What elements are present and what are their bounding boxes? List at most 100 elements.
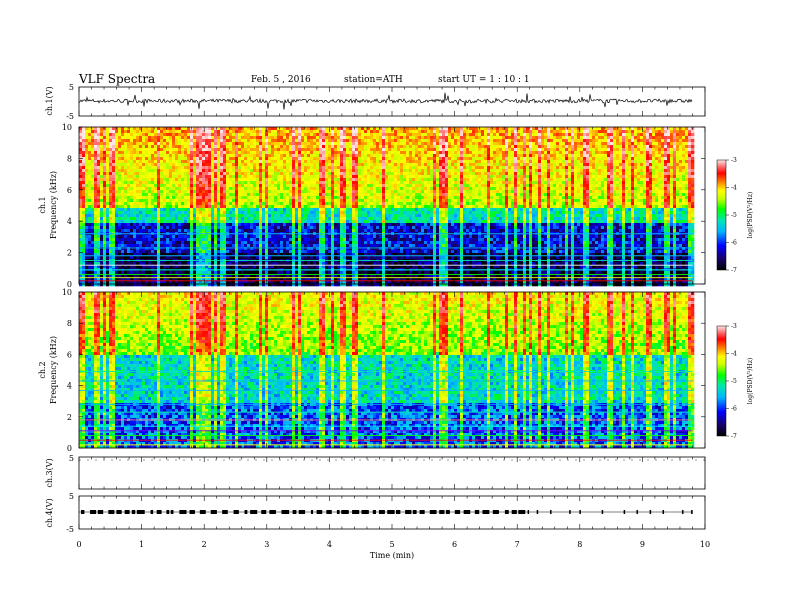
spec1-ytick-2: 4 [67,217,72,226]
ch4-pulse [439,510,445,514]
cb2-tick-1: -4 [731,351,737,358]
ch4-pulse [527,510,530,514]
cb1-tick-1: -4 [731,185,737,192]
ch3-waveform-frame [78,456,706,490]
cb1-tick-3: -6 [731,240,737,247]
ch1-colorbar-label: log(PSD(V²/Hz) [747,192,754,239]
ch4-pulse [492,510,499,514]
ch4-pulse [482,510,490,514]
ch4-pulse [518,510,526,514]
ch4-pulse [405,510,412,514]
ch4-waveform-panel: 5 -5 ch.4(V) [45,492,706,534]
ch4-pulse [150,510,154,514]
x-tick-label-7: 7 [515,540,520,549]
ch4-pulse [636,510,638,514]
header-station: station=ATH [344,75,403,85]
ch4-pulse [326,510,332,514]
ch4-pulse [429,510,437,514]
ch4-pulse [310,510,314,514]
ch4-pulse [395,510,401,514]
ch4-pulse [691,510,693,514]
ch4-pulse [261,510,267,514]
ch4-pulse [222,510,228,514]
x-tick-label-1: 1 [139,540,144,549]
ch4-pulse [579,510,581,514]
ch4-pulse [378,510,385,514]
spec2-ytick-5: 10 [62,288,72,297]
ch2-spectrogram-image [79,292,695,449]
ch3-waveform-panel: 5 ch.3(V) [45,454,706,490]
x-axis-tick-labels: 0 1 2 3 4 5 6 7 8 9 10 [76,540,710,549]
ch4-pulse [81,510,85,514]
ch4-ytick-bottom: -5 [66,525,74,534]
ch4-pulse [298,510,306,514]
ch4-pulse [361,510,369,514]
x-tick-label-5: 5 [389,540,394,549]
x-tick-label-6: 6 [452,540,457,549]
x-tick-label-3: 3 [264,540,269,549]
ch4-pulse [419,510,425,514]
ch4-pulse [233,510,239,514]
cb1-tick-4: -7 [731,267,737,274]
x-tick-label-8: 8 [577,540,582,549]
ch4-pulse [166,510,170,514]
ch4-pulse [131,510,136,514]
ch4-pulse [412,510,417,514]
ch1-waveform-panel: 5 -5 ch.1(V) [45,83,706,121]
ch1-spectrogram-image [79,127,695,287]
ch4-pulse [244,510,248,514]
ch4-pulse [189,510,195,514]
cb2-tick-3: -6 [731,406,737,413]
spec2-ytick-2: 4 [67,382,72,391]
spec2-ytick-1: 2 [67,413,72,422]
cb1-tick-2: -5 [731,212,737,219]
spec2-ytick-4: 8 [67,319,72,328]
ch4-pulse [662,510,665,514]
ch4-pulse [649,510,652,514]
ch4-ytick-top: 5 [69,492,74,501]
ch4-pulse [292,510,297,514]
ch2-colorbar [716,325,727,437]
ch4-pulse [124,510,130,514]
x-axis-ticks [78,87,706,529]
ch4-pulse [116,510,122,514]
x-tick-label-10: 10 [700,540,710,549]
ch4-pulse-train [81,510,693,514]
cb1-tick-0: -3 [731,157,737,164]
x-tick-label-0: 0 [76,540,81,549]
ch4-pulse [281,510,290,514]
ch4-pulse [90,510,97,514]
ch4-pulse [341,510,349,514]
ch1-waveform-trace [78,92,693,110]
spec1-ytick-3: 6 [67,186,72,195]
ch4-pulse [387,510,395,514]
ch1-ylabel: ch.1(V) [45,86,54,115]
cb2-tick-4: -7 [731,433,737,440]
ch1-ylabel-channel: ch.1 [38,196,47,213]
ch4-pulse [536,510,539,514]
ch4-pulse [170,510,174,514]
ch4-pulse [250,510,258,514]
spec2-ytick-0: 0 [67,444,72,453]
ch4-pulse [550,510,552,514]
ch4-pulse [372,510,377,514]
ch4-pulse [601,510,604,514]
ch1-ylabel-frequency: Frequency (kHz) [49,171,58,239]
ch4-pulse [445,510,450,514]
figure-title: VLF Spectra [79,72,155,86]
ch4-pulse [136,510,145,514]
spec1-ytick-0: 0 [67,280,72,289]
spec1-ytick-5: 10 [62,123,72,132]
ch4-pulse [97,510,104,514]
ch1-ytick-bottom: -5 [66,112,74,121]
ch4-pulse [463,510,471,514]
x-tick-label-2: 2 [202,540,207,549]
ch1-colorbar [716,159,727,271]
ch4-pulse [352,510,360,514]
ch4-pulse [336,510,340,514]
ch2-ylabel-channel: ch.2 [38,361,47,378]
ch4-pulse [504,510,509,514]
